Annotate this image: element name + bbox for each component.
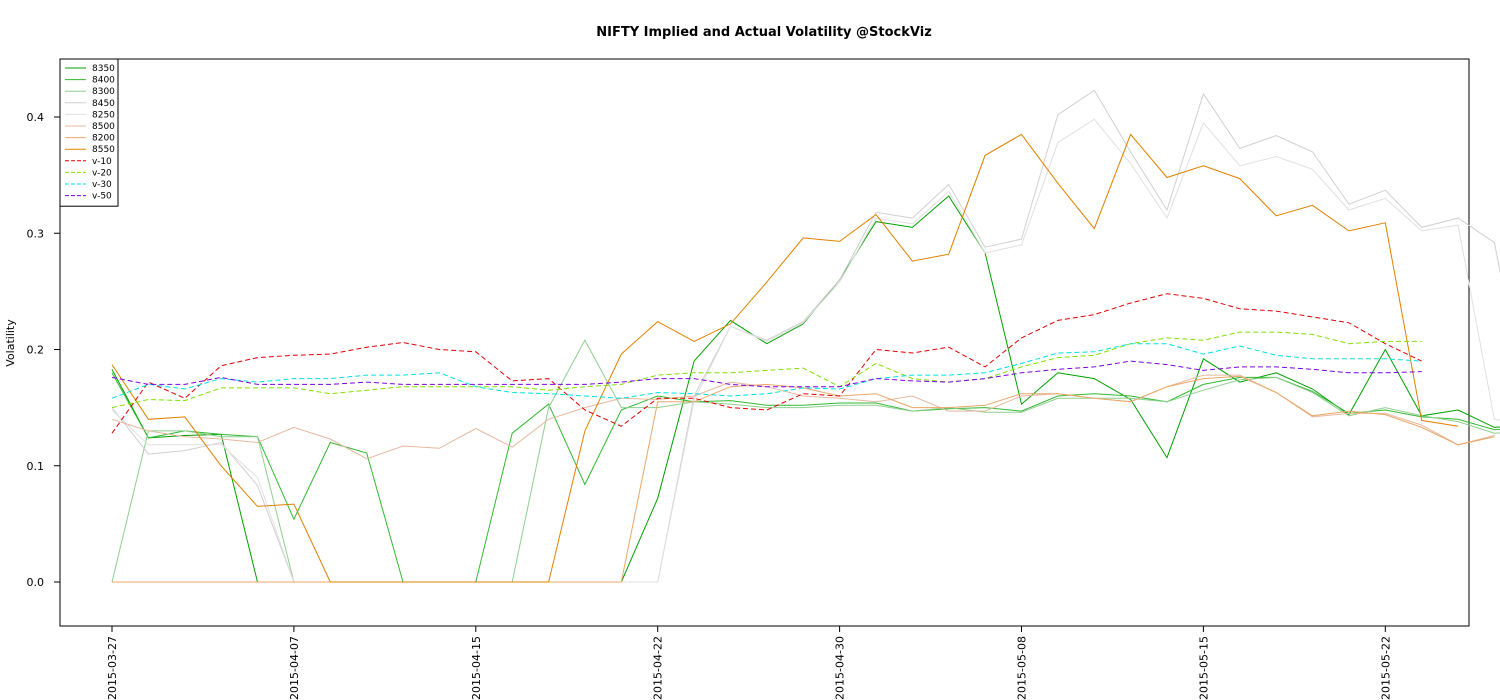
legend-label: 8450 xyxy=(92,99,115,109)
y-axis-label: Volatility xyxy=(4,319,17,367)
series-layer xyxy=(111,89,1500,583)
series-8300 xyxy=(111,339,1500,583)
series-8200 xyxy=(112,375,1495,583)
x-axis: 2015-03-27 2015-04-07 2015-04-15 2015-04-22… xyxy=(106,626,1392,700)
series-8350 xyxy=(111,195,1500,583)
legend-label: v-30 xyxy=(92,180,112,190)
series-line xyxy=(111,339,1500,583)
series-line xyxy=(111,118,1500,583)
series-v-20 xyxy=(111,331,1422,409)
legend-label: 8250 xyxy=(92,110,115,120)
series-line xyxy=(111,369,258,583)
y-tick-label: 0.4 xyxy=(27,111,45,124)
series-8250 xyxy=(111,118,1500,583)
legend-label: 8550 xyxy=(92,145,115,155)
legend-label: 8200 xyxy=(92,134,115,144)
series-8400 xyxy=(111,372,1500,583)
y-tick-label: 0.1 xyxy=(27,460,45,473)
series-line xyxy=(111,331,1422,409)
legend-label: v-50 xyxy=(92,192,112,202)
series-line xyxy=(111,133,1459,583)
x-tick-label: 2015-04-07 xyxy=(288,636,301,700)
x-tick-label: 2015-04-15 xyxy=(470,636,483,700)
series-v-30 xyxy=(111,343,1422,399)
series-line xyxy=(111,360,1422,388)
y-tick-label: 0.0 xyxy=(27,576,45,589)
legend-label: 8350 xyxy=(92,64,115,74)
x-tick-label: 2015-05-08 xyxy=(1016,636,1029,700)
legend-label: 8400 xyxy=(92,76,115,86)
series-line xyxy=(620,195,1500,583)
chart-title: NIFTY Implied and Actual Volatility @Sto… xyxy=(596,25,932,40)
series-line xyxy=(111,372,1500,583)
plot-frame xyxy=(59,58,1470,627)
legend-label: 8300 xyxy=(92,87,115,97)
series-8450 xyxy=(111,89,1500,583)
y-tick-label: 0.3 xyxy=(27,227,45,240)
x-tick-label: 2015-04-30 xyxy=(834,636,847,700)
series-line xyxy=(111,343,1422,399)
x-tick-label: 2015-03-27 xyxy=(106,636,119,700)
legend-label: v-10 xyxy=(92,157,112,167)
series-line xyxy=(112,375,1495,583)
legend-label: 8500 xyxy=(92,122,115,132)
y-axis: 0.0 0.1 0.2 0.3 0.4 xyxy=(27,111,60,589)
series-line xyxy=(111,293,1422,434)
x-tick-label: 2015-04-22 xyxy=(652,636,665,700)
series-v-50 xyxy=(111,360,1422,388)
series-line xyxy=(111,89,1500,583)
legend-label: v-20 xyxy=(92,168,112,178)
x-tick-label: 2015-05-15 xyxy=(1197,636,1210,700)
series-8550 xyxy=(111,133,1459,583)
x-tick-label: 2015-05-22 xyxy=(1379,636,1392,700)
y-tick-label: 0.2 xyxy=(27,344,45,357)
series-v-10 xyxy=(111,293,1422,434)
legend-box xyxy=(59,58,119,207)
